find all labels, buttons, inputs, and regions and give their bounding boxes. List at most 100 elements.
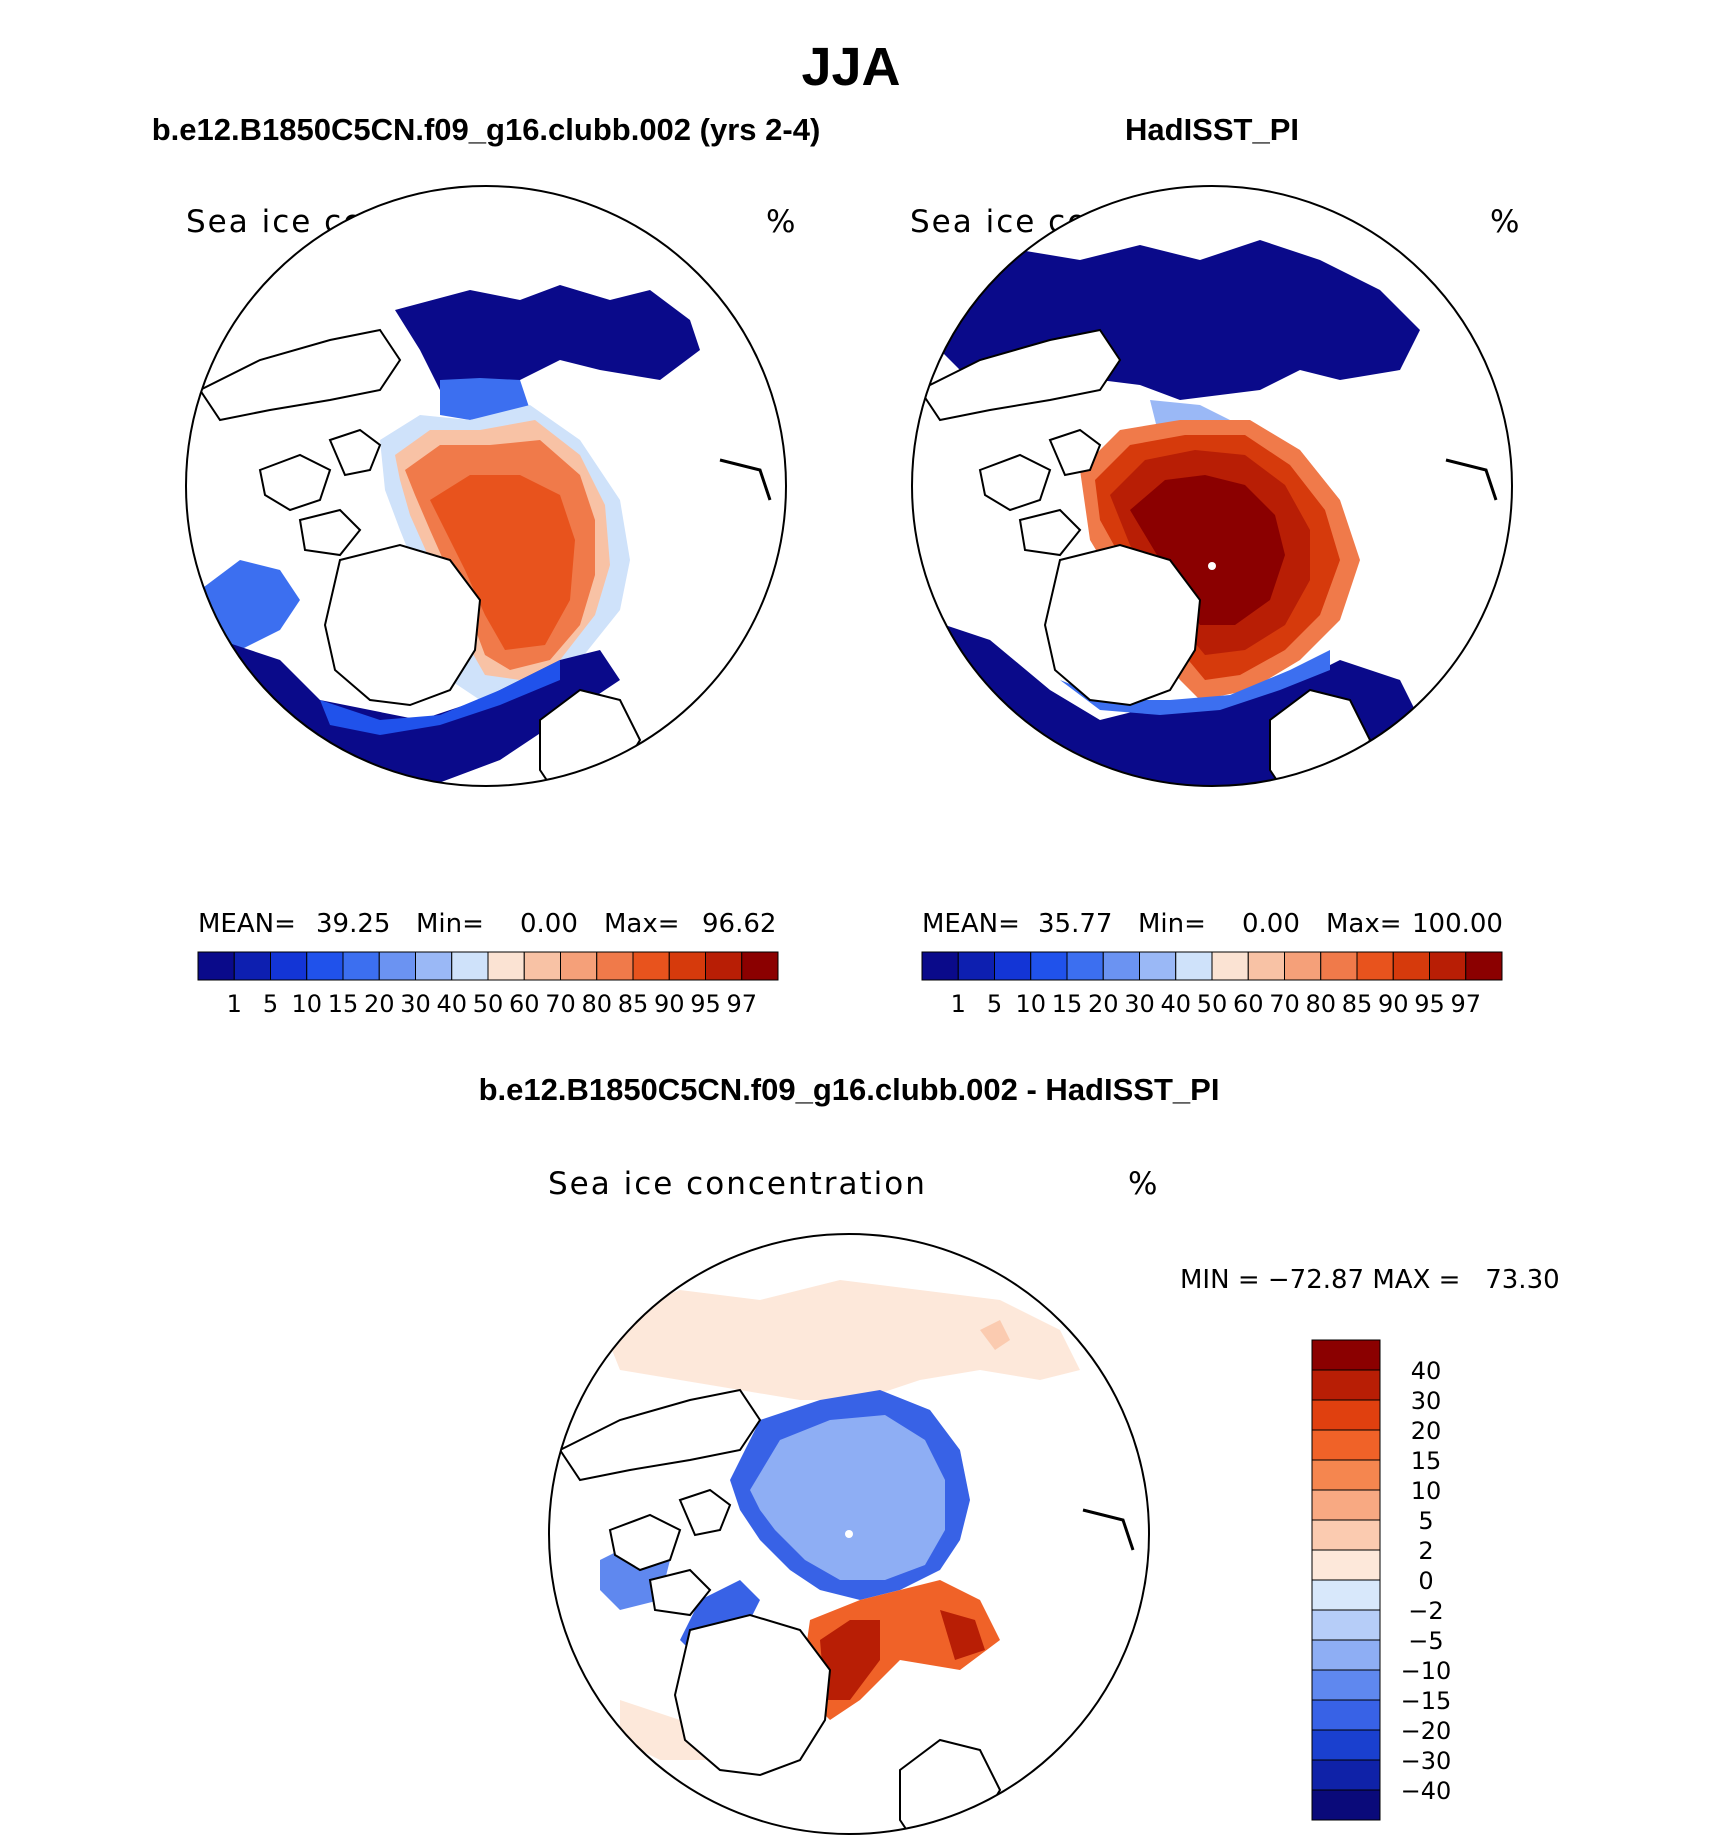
obs-max-label: Max= <box>1326 909 1402 939</box>
model-mean-value: 39.25 <box>316 909 390 939</box>
diff-colorbar-tick-label: 30 <box>1411 1387 1442 1415</box>
model-colorbar: 1 5 10 15 20 30 40 50 60 70 80 85 90 95 97 <box>197 951 779 1018</box>
obs-colorbar-swatch <box>1066 951 1104 981</box>
diff-colorbar-tick-label: 0 <box>1418 1567 1433 1595</box>
diff-colorbar-swatch <box>1311 1639 1381 1671</box>
diff-map-boundary <box>548 1233 1150 1835</box>
diff-colorbar-swatch <box>1311 1399 1381 1431</box>
model-colorbar-swatch <box>233 951 271 981</box>
obs-colorbar-swatch <box>1392 951 1430 981</box>
diff-colorbar-swatch <box>1311 1759 1381 1791</box>
diff-colorbar-tick-label: 10 <box>1411 1477 1442 1505</box>
model-colorbar-tick-label: 30 <box>400 990 431 1018</box>
obs-max-value: 100.00 <box>1412 909 1503 939</box>
diff-colorbar-swatch <box>1311 1579 1381 1611</box>
obs-colorbar-tick-label: 5 <box>987 990 1002 1018</box>
diff-colorbar-tick-label: −10 <box>1401 1657 1452 1685</box>
obs-case-title: HadISST_PI <box>1125 112 1299 147</box>
obs-colorbar-tick-label: 15 <box>1052 990 1083 1018</box>
model-mean-label: MEAN= <box>198 909 296 939</box>
obs-min-label: Min= <box>1138 909 1206 939</box>
model-colorbar-swatch <box>632 951 670 981</box>
diff-colorbar-tick-label: −40 <box>1401 1777 1452 1805</box>
model-map-boundary <box>185 185 787 787</box>
obs-colorbar-tick-label: 10 <box>1015 990 1046 1018</box>
diff-minmax-text: MIN = −72.87 MAX = 73.30 <box>1180 1265 1560 1295</box>
diff-colorbar-tick-label: 15 <box>1411 1447 1442 1475</box>
diff-colorbar-swatch <box>1311 1699 1381 1731</box>
obs-colorbar-tick-label: 40 <box>1160 990 1191 1018</box>
obs-colorbar-swatch <box>994 951 1032 981</box>
model-colorbar-swatch <box>487 951 525 981</box>
obs-map-boundary <box>911 185 1513 787</box>
model-max-value: 96.62 <box>702 909 776 939</box>
obs-colorbar-tick-label: 97 <box>1450 990 1481 1018</box>
model-colorbar-tick-label: 70 <box>545 990 576 1018</box>
diff-colorbar-swatch <box>1311 1369 1381 1401</box>
obs-colorbar-swatch <box>1284 951 1322 981</box>
model-colorbar-swatch <box>451 951 489 981</box>
obs-colorbar-swatch <box>1211 951 1249 981</box>
obs-colorbar-swatch <box>1030 951 1068 981</box>
model-case-title: b.e12.B1850C5CN.f09_g16.clubb.002 (yrs 2… <box>152 112 821 147</box>
diff-colorbar-tick-label: 20 <box>1411 1417 1442 1445</box>
model-colorbar-tick-label: 15 <box>328 990 359 1018</box>
model-colorbar-tick-label: 50 <box>473 990 504 1018</box>
model-colorbar-tick-label: 10 <box>291 990 322 1018</box>
obs-mean-label: MEAN= <box>922 909 1020 939</box>
model-min-label: Min= <box>416 909 484 939</box>
model-colorbar-tick-label: 60 <box>509 990 540 1018</box>
diff-colorbar-swatch <box>1311 1729 1381 1761</box>
diff-colorbar-swatch <box>1311 1459 1381 1491</box>
diff-colorbar-tick-label: 40 <box>1411 1357 1442 1385</box>
obs-units-label: % <box>1490 204 1519 240</box>
diff-colorbar-tick-label: −5 <box>1408 1627 1443 1655</box>
model-colorbar-tick-label: 80 <box>581 990 612 1018</box>
diff-map <box>549 1234 1149 1834</box>
model-max-label: Max= <box>604 909 680 939</box>
diff-colorbar-swatch <box>1311 1609 1381 1641</box>
model-colorbar-tick-label: 90 <box>654 990 685 1018</box>
obs-colorbar-swatch <box>1356 951 1394 981</box>
diff-units-label: % <box>1128 1166 1157 1202</box>
model-colorbar-swatch <box>197 951 235 981</box>
diff-colorbar-tick-label: −20 <box>1401 1717 1452 1745</box>
panel-diff: b.e12.B1850C5CN.f09_g16.clubb.002 - HadI… <box>479 1072 1560 1835</box>
model-colorbar-tick-label: 5 <box>263 990 278 1018</box>
model-colorbar-swatch <box>560 951 598 981</box>
diff-colorbar-tick-label: −15 <box>1401 1687 1452 1715</box>
diff-colorbar-swatch <box>1311 1429 1381 1461</box>
model-colorbar-swatch <box>596 951 634 981</box>
diff-colorbar-swatch <box>1311 1489 1381 1521</box>
obs-colorbar-tick-label: 85 <box>1342 990 1373 1018</box>
diff-colorbar-swatch <box>1311 1519 1381 1551</box>
panel-obs: HadISST_PI Sea ice concentration % MEAN=… <box>910 112 1519 1018</box>
diff-colorbar-swatch <box>1311 1339 1381 1371</box>
obs-colorbar-tick-label: 95 <box>1414 990 1445 1018</box>
obs-map <box>912 186 1512 786</box>
diff-case-title: b.e12.B1850C5CN.f09_g16.clubb.002 - HadI… <box>479 1072 1220 1107</box>
obs-colorbar-tick-label: 80 <box>1305 990 1336 1018</box>
diff-colorbar-swatch <box>1311 1549 1381 1581</box>
model-colorbar-tick-label: 85 <box>618 990 649 1018</box>
model-colorbar-swatch <box>741 951 779 981</box>
model-colorbar-tick-label: 97 <box>726 990 757 1018</box>
model-colorbar-swatch <box>270 951 308 981</box>
obs-colorbar-swatch <box>1465 951 1503 981</box>
obs-colorbar-swatch <box>1102 951 1140 981</box>
obs-colorbar-swatch <box>1175 951 1213 981</box>
model-colorbar-swatch <box>415 951 453 981</box>
obs-colorbar-tick-label: 20 <box>1088 990 1119 1018</box>
obs-colorbar-tick-label: 70 <box>1269 990 1300 1018</box>
obs-colorbar-tick-label: 1 <box>951 990 966 1018</box>
diff-colorbar-tick-label: −30 <box>1401 1747 1452 1775</box>
model-colorbar-swatch <box>523 951 561 981</box>
model-colorbar-tick-label: 20 <box>364 990 395 1018</box>
obs-colorbar-swatch <box>1247 951 1285 981</box>
diff-variable-label: Sea ice concentration <box>548 1166 927 1202</box>
obs-colorbar-swatch <box>1320 951 1358 981</box>
obs-colorbar-tick-label: 60 <box>1233 990 1264 1018</box>
diff-colorbar-swatch <box>1311 1669 1381 1701</box>
